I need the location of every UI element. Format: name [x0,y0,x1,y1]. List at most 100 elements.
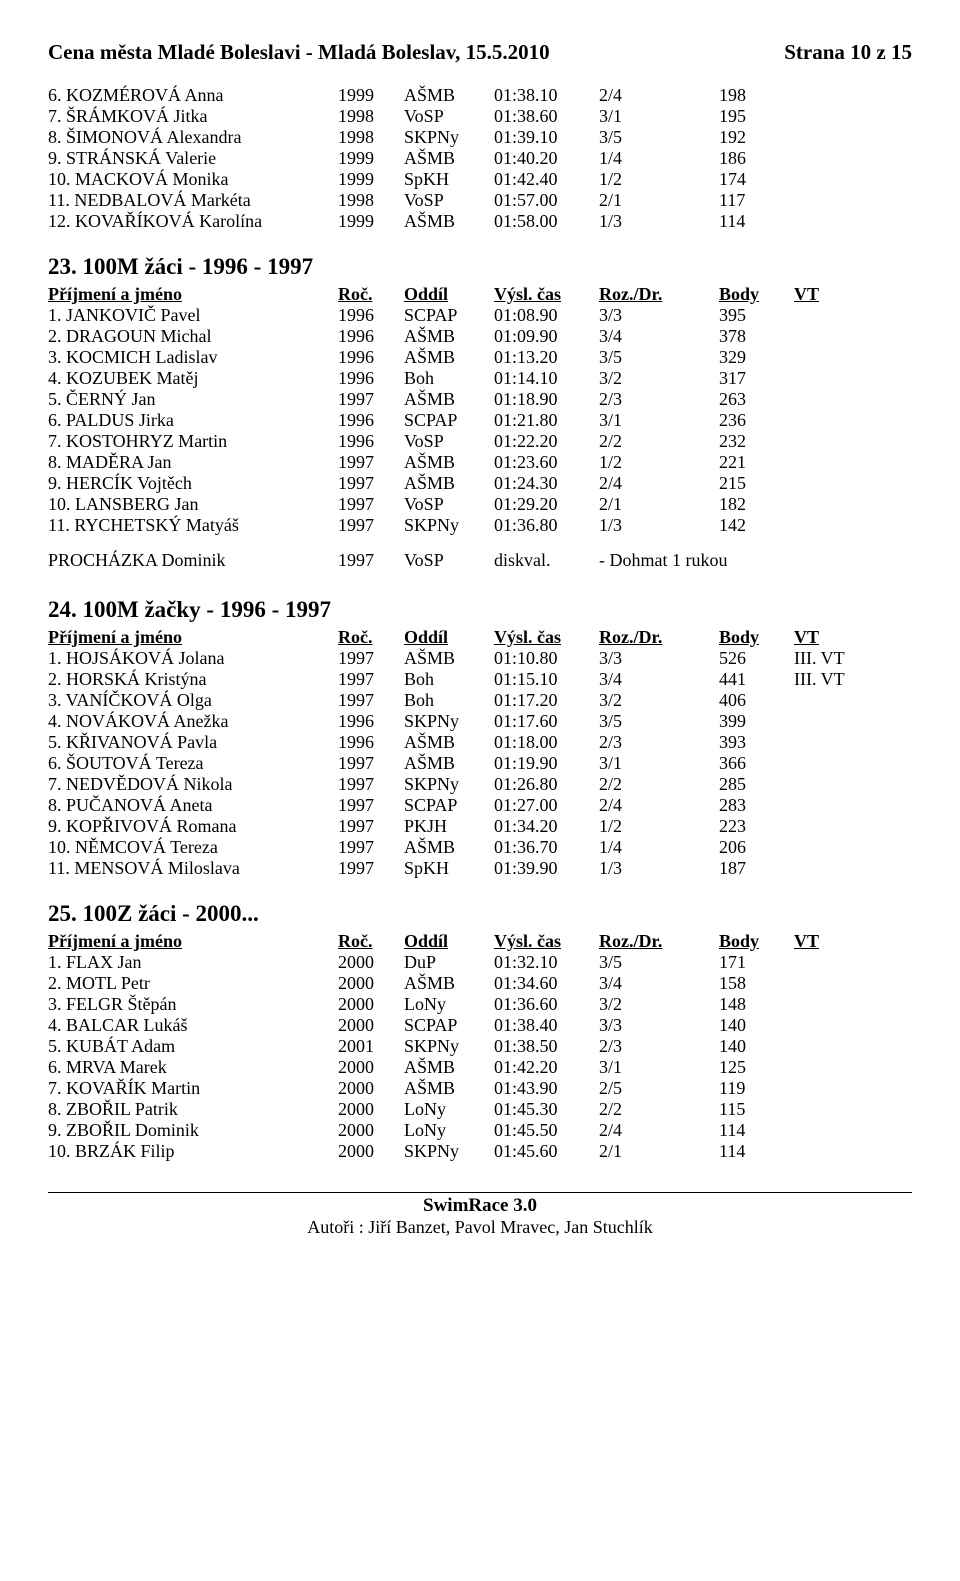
col-header-club: Oddíl [404,931,494,952]
cell-time: 01:36.60 [494,994,599,1015]
cell-name: 8. ZBOŘIL Patrik [48,1099,338,1120]
cell-name: 4. KOZUBEK Matěj [48,368,338,389]
cell-year: 1996 [338,410,404,431]
cell-club: AŠMB [404,473,494,494]
cell-club: Boh [404,368,494,389]
cell-vt [794,127,912,148]
cell-body: 215 [719,473,794,494]
cell-time: 01:58.00 [494,211,599,232]
cell-roz: 2/4 [599,1120,719,1141]
cell-time: 01:18.90 [494,389,599,410]
cell-vt [794,952,912,973]
cell-body: 236 [719,410,794,431]
cell-body: 114 [719,1120,794,1141]
col-header-time: Výsl. čas [494,284,599,305]
cell-vt [794,148,912,169]
cell-roz: 3/3 [599,305,719,326]
cell-roz: 1/3 [599,211,719,232]
table-header-row: Příjmení a jménoRoč.OddílVýsl. časRoz./D… [48,931,912,952]
cell-year: 1997 [338,690,404,711]
cell-vt [794,106,912,127]
cell-vt: III. VT [794,648,912,669]
cell-roz: 3/4 [599,326,719,347]
cell-vt [794,473,912,494]
cell-vt [794,973,912,994]
cell-roz: 3/5 [599,127,719,148]
table-row: PROCHÁZKA Dominik1997VoSPdiskval.- Dohma… [48,536,912,575]
cell-vt [794,1036,912,1057]
cell-club: SCPAP [404,795,494,816]
section-title: 25. 100Z žáci - 2000... [48,901,912,927]
cell-year: 2000 [338,1099,404,1120]
cell-club: AŠMB [404,85,494,106]
cell-club: AŠMB [404,973,494,994]
cell-club: AŠMB [404,732,494,753]
cell-club: AŠMB [404,389,494,410]
cell-club: SpKH [404,858,494,879]
cell-year: 1999 [338,148,404,169]
cell-year: 1998 [338,127,404,148]
cell-body: 174 [719,169,794,190]
cell-body: 142 [719,515,794,536]
cell-club: AŠMB [404,1057,494,1078]
cell-roz: 2/4 [599,795,719,816]
table-row: 11. MENSOVÁ Miloslava1997SpKH01:39.901/3… [48,858,912,879]
cell-year: 1997 [338,795,404,816]
table-row: 5. ČERNÝ Jan1997AŠMB01:18.902/3263 [48,389,912,410]
cell-name: 8. MADĚRA Jan [48,452,338,473]
cell-body: 171 [719,952,794,973]
results-table: Příjmení a jménoRoč.OddílVýsl. časRoz./D… [48,627,912,879]
table-row: 8. ZBOŘIL Patrik2000LoNy01:45.302/2115 [48,1099,912,1120]
cell-vt [794,858,912,879]
cell-club: VoSP [404,106,494,127]
cell-roz: 3/2 [599,994,719,1015]
cell-body: 378 [719,326,794,347]
table-row: 9. KOPŘIVOVÁ Romana1997PKJH01:34.201/222… [48,816,912,837]
cell-roz: 2/1 [599,190,719,211]
cell-club: AŠMB [404,211,494,232]
table-row: 8. ŠIMONOVÁ Alexandra1998SKPNy01:39.103/… [48,127,912,148]
cell-body: 393 [719,732,794,753]
page-header: Cena města Mladé Boleslavi - Mladá Boles… [48,40,912,65]
cell-body: 140 [719,1015,794,1036]
cell-year: 2000 [338,1120,404,1141]
cell-name: 11. NEDBALOVÁ Markéta [48,190,338,211]
cell-club: SKPNy [404,515,494,536]
cell-vt [794,837,912,858]
col-header-vt: VT [794,627,912,648]
cell-time: 01:26.80 [494,774,599,795]
cell-time: 01:38.60 [494,106,599,127]
table-row: 3. VANÍČKOVÁ Olga1997Boh01:17.203/2406 [48,690,912,711]
cell-body: 119 [719,1078,794,1099]
cell-name: 7. KOSTOHRYZ Martin [48,431,338,452]
cell-time: 01:36.80 [494,515,599,536]
cell-vt [794,494,912,515]
cell-roz: 2/2 [599,774,719,795]
cell-name: 11. MENSOVÁ Miloslava [48,858,338,879]
cell-time: 01:24.30 [494,473,599,494]
cell-club: LoNy [404,1120,494,1141]
cell-body: 206 [719,837,794,858]
cell-vt [794,211,912,232]
cell-time: 01:45.50 [494,1120,599,1141]
cell-vt [794,711,912,732]
cell-year: 1997 [338,494,404,515]
cell-time: 01:10.80 [494,648,599,669]
cell-name: 6. PALDUS Jirka [48,410,338,431]
cell-club: SCPAP [404,410,494,431]
cell-vt [794,732,912,753]
cell-name: 9. ZBOŘIL Dominik [48,1120,338,1141]
cell-name: 6. ŠOUTOVÁ Tereza [48,753,338,774]
cell-year: 1996 [338,305,404,326]
cell-name: 5. ČERNÝ Jan [48,389,338,410]
cell-roz: 2/3 [599,389,719,410]
cell-time: 01:34.60 [494,973,599,994]
cell-name: 9. HERCÍK Vojtěch [48,473,338,494]
cell-vt [794,816,912,837]
table-row: 11. RYCHETSKÝ Matyáš1997SKPNy01:36.801/3… [48,515,912,536]
table-row: 5. KUBÁT Adam2001SKPNy01:38.502/3140 [48,1036,912,1057]
cell-vt [794,1057,912,1078]
cell-roz: 1/3 [599,515,719,536]
cell-year: 1997 [338,389,404,410]
table-row: 9. HERCÍK Vojtěch1997AŠMB01:24.302/4215 [48,473,912,494]
